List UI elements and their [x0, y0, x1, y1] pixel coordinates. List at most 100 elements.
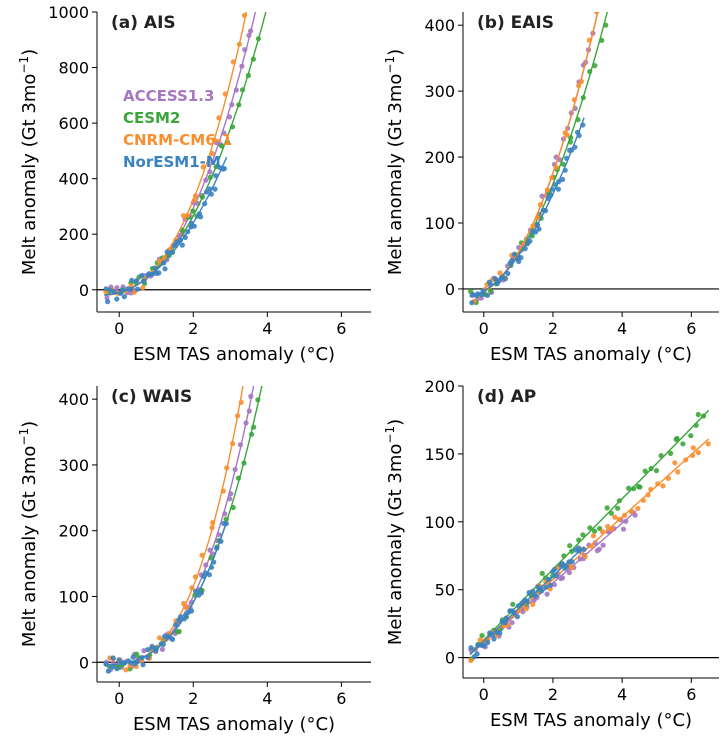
data-point — [139, 655, 145, 661]
data-point — [156, 258, 163, 264]
y-tick-label: 300 — [58, 456, 89, 475]
data-point — [241, 12, 248, 18]
data-point — [609, 526, 615, 532]
y-tick-label: 400 — [58, 390, 89, 409]
data-point — [680, 441, 686, 447]
data-point — [271, 168, 276, 173]
data-point — [668, 450, 674, 456]
data-point — [510, 601, 516, 607]
data-point — [277, 225, 282, 230]
data-point — [571, 97, 577, 103]
data-point — [190, 208, 196, 214]
data-point — [180, 213, 187, 219]
data-point — [276, 302, 281, 307]
y-tick-label: 200 — [424, 377, 455, 396]
data-point — [475, 642, 481, 648]
data-point — [249, 431, 255, 437]
y-tick-label: 200 — [424, 148, 455, 167]
panel-label: (a) AIS — [111, 13, 176, 33]
y-tick-label: 800 — [58, 59, 89, 78]
data-point — [236, 102, 242, 108]
y-tick-label: 1000 — [48, 3, 89, 22]
y-tick-label: 0 — [79, 281, 89, 300]
data-point — [497, 270, 503, 276]
data-point — [688, 433, 694, 439]
data-point — [111, 289, 117, 295]
data-point — [221, 166, 227, 172]
data-point — [209, 525, 215, 531]
data-point — [533, 229, 539, 235]
data-point — [230, 59, 236, 65]
data-point — [221, 130, 227, 136]
fit-line — [469, 12, 609, 298]
data-point — [469, 300, 475, 306]
data-point — [183, 604, 189, 610]
data-point — [222, 511, 228, 517]
data-point — [695, 411, 701, 418]
data-point — [532, 593, 538, 599]
data-point — [220, 488, 226, 494]
data-point — [594, 12, 600, 15]
data-point — [675, 469, 681, 475]
data-point — [224, 465, 230, 471]
data-point — [559, 575, 566, 581]
data-point — [582, 553, 588, 560]
data-point — [177, 237, 183, 243]
y-tick-label: 200 — [58, 522, 89, 541]
y-tick-label: 0 — [445, 280, 455, 299]
data-point — [274, 257, 279, 262]
y-tick-label: 300 — [424, 82, 455, 101]
data-point — [543, 584, 549, 590]
data-point — [170, 636, 176, 643]
data-point — [184, 212, 190, 218]
data-point — [632, 512, 638, 518]
data-point — [269, 276, 274, 281]
data-point — [553, 573, 559, 579]
data-point — [109, 664, 115, 670]
data-point — [198, 590, 204, 596]
data-point — [114, 666, 120, 672]
data-point — [578, 78, 585, 85]
data-point — [182, 234, 188, 240]
data-point — [282, 72, 287, 77]
data-point — [551, 582, 558, 588]
x-axis-label: ESM TAS anomaly (°C) — [490, 710, 692, 731]
series-cnrm-cm6-1 — [468, 438, 711, 664]
x-tick-label: 6 — [336, 319, 346, 338]
data-point — [520, 609, 526, 615]
panel-1: 0 2 4 6 0 200 400 600 800 1000 ESM TAS anomaly (°C… — [17, 3, 371, 365]
data-point — [589, 543, 595, 549]
data-point — [567, 543, 573, 549]
x-tick-label: 6 — [686, 319, 696, 338]
data-point — [159, 646, 165, 653]
data-point — [210, 159, 216, 165]
data-point — [123, 667, 129, 673]
data-point — [572, 144, 578, 150]
data-point — [530, 601, 536, 608]
x-tick-label: 6 — [336, 689, 346, 708]
data-point — [114, 296, 120, 302]
y-tick-label: 400 — [424, 16, 455, 35]
data-point — [567, 139, 574, 145]
x-tick-label: 4 — [617, 685, 627, 704]
x-axis-label: ESM TAS anomaly (°C) — [133, 344, 335, 365]
series-noresm1-m — [103, 520, 229, 674]
data-point — [555, 186, 562, 192]
data-point — [575, 117, 581, 123]
data-point — [199, 552, 205, 558]
data-point — [133, 278, 139, 284]
data-point — [198, 214, 204, 220]
data-point — [536, 226, 542, 232]
data-point — [119, 287, 125, 293]
panel-label: (d) AP — [477, 387, 536, 407]
data-point — [616, 498, 623, 504]
series-access1-3 — [469, 12, 600, 305]
data-point — [591, 528, 598, 534]
x-tick-label: 6 — [686, 685, 696, 704]
data-point — [488, 288, 494, 294]
data-point — [587, 525, 593, 531]
data-point — [128, 660, 134, 666]
data-point — [511, 610, 517, 616]
data-point — [477, 637, 483, 643]
data-point — [141, 648, 147, 654]
